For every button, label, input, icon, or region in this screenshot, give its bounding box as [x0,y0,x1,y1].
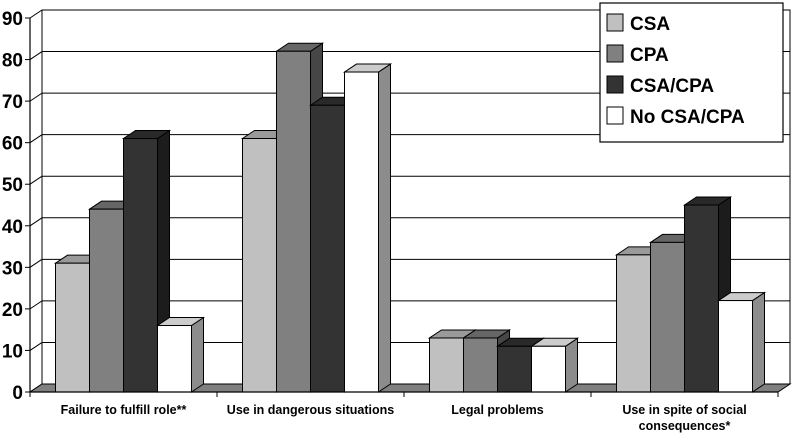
x-tick-label: Failure to fulfill role** [61,403,187,417]
y-tick-label: 50 [2,175,23,196]
bar-side [752,291,765,393]
y-tick-label: 70 [2,92,23,113]
bar-front [650,241,685,393]
bar [342,63,393,393]
legend-swatch [606,75,624,94]
y-tick-label: 10 [2,341,23,362]
gridline-side [29,217,43,227]
gridline-side [29,300,43,310]
bar-front [463,337,498,393]
bar-front [429,337,464,393]
bar-front [276,50,311,393]
legend-label: No CSA/CPA [630,107,745,128]
gridline-side [29,342,43,351]
bar-front [497,345,532,393]
gridline-side [29,175,43,185]
x-axis: Failure to fulfill role** Use in dangerou… [29,391,779,433]
legend-item: CPA [606,44,669,66]
legend-box [599,2,784,143]
bar-front [684,204,719,393]
y-tick-label: 90 [2,9,23,30]
legend-swatch [606,44,624,63]
y-axis: 0 10 20 30 40 50 60 70 80 90 [2,9,31,404]
bar-front [531,345,566,393]
bar [716,291,767,393]
bar-front [55,262,90,393]
legend-item: No CSA/CPA [606,106,745,128]
bar-front [89,208,124,393]
legend: CSA CPA CSA/CPA No CSA/CPA [599,2,784,143]
gridline-side [29,134,43,144]
legend-label: CPA [630,45,669,66]
bar-side [565,337,578,393]
legend-label: CSA/CPA [630,76,714,97]
gridline-side [29,51,43,60]
bar-front [242,138,277,393]
gridline-side [29,258,43,268]
bar-front [123,138,158,393]
y-tick-label: 40 [2,217,23,238]
x-tick-label: consequences* [639,419,731,433]
bar [155,316,206,393]
legend-item: CSA/CPA [606,75,714,97]
bar-front [616,254,651,393]
bars [53,42,767,393]
bar-front [310,104,345,393]
bar-front [344,71,379,393]
y-tick-label: 20 [2,300,23,321]
gridline-side [29,9,43,19]
legend-label: CSA [630,14,670,35]
bar-front [157,325,192,393]
bar [529,337,580,393]
y-tick-label: 80 [2,51,23,72]
x-tick-label: Use in spite of social [622,403,746,417]
y-tick-label: 30 [2,258,23,279]
bar [121,129,172,393]
bar-front [718,300,753,393]
x-tick-label: Legal problems [451,403,543,417]
bar-side [191,316,204,393]
legend-item: CSA [606,13,670,35]
gridline-side [29,92,43,102]
y-tick-label: 0 [12,383,23,404]
legend-swatch [606,13,624,32]
y-tick-label: 60 [2,134,23,155]
legend-swatch [606,106,624,125]
bar-side [378,63,391,393]
x-tick-label: Use in dangerous situations [227,403,394,417]
